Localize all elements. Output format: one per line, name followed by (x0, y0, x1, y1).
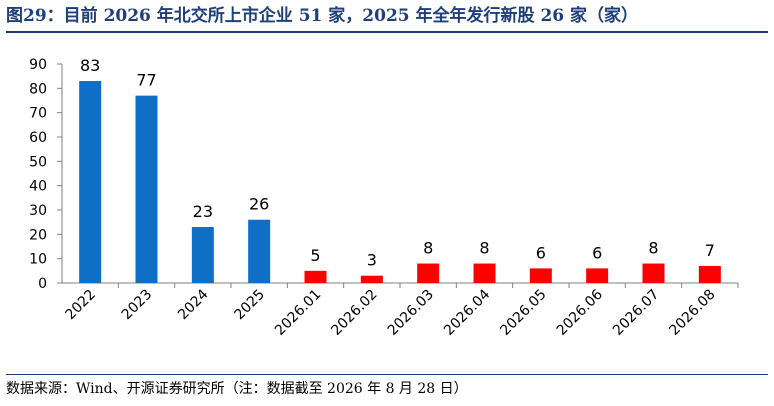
bar-2026.08 (698, 265, 721, 283)
title-divider (6, 31, 768, 33)
data-label-2026.08: 7 (705, 241, 715, 260)
data-label-2026.06: 6 (592, 243, 602, 262)
x-tick-label: 2026.05 (497, 287, 549, 339)
y-tick-label: 80 (29, 81, 47, 97)
data-label-2026.05: 6 (536, 243, 546, 262)
bar-2026.04 (473, 263, 496, 283)
x-tick-label: 2023 (119, 287, 156, 324)
x-tick-label: 2026.07 (610, 287, 662, 339)
x-tick-label: 2022 (62, 287, 99, 324)
x-tick-label: 2026.02 (328, 287, 380, 339)
y-tick-label: 70 (29, 106, 47, 122)
data-label-2022: 83 (80, 56, 100, 75)
y-tick-label: 50 (29, 154, 47, 170)
bar-2023 (135, 95, 158, 283)
bar-2026.02 (360, 275, 383, 283)
data-label-2026.01: 5 (310, 246, 320, 265)
bar-2026.01 (304, 270, 327, 283)
data-label-2023: 77 (136, 71, 156, 90)
y-tick-label: 0 (38, 276, 47, 292)
data-label-2026.02: 3 (367, 251, 377, 270)
data-label-2026.04: 8 (479, 239, 489, 258)
x-tick-label: 2026.03 (385, 287, 437, 339)
bar-2026.03 (417, 263, 440, 283)
data-label-2025: 26 (249, 195, 269, 214)
bars (79, 81, 721, 284)
y-tick-label: 30 (29, 203, 47, 219)
y-tick-label: 20 (29, 227, 47, 243)
x-axis: 2022 2023 2024 2025 2026.01 2026.02 2026.03 202… (62, 282, 739, 339)
bar-2026.05 (529, 268, 552, 283)
bar-2022 (79, 81, 102, 284)
bar-2024 (191, 227, 214, 283)
bar-2026.07 (642, 263, 665, 283)
data-labels: 83 77 23 26 5 3 8 8 6 6 8 7 (80, 56, 715, 270)
y-tick-label: 40 (29, 179, 47, 195)
x-tick-label: 2024 (175, 286, 212, 323)
x-tick-label: 2026.08 (666, 287, 718, 339)
y-tick-label: 90 (29, 57, 47, 73)
y-tick-label: 10 (29, 252, 47, 268)
source-note: 数据来源：Wind、开源证券研究所（注：数据截至 2026 年 8 月 28 日… (6, 381, 468, 397)
x-tick-label: 2026.04 (441, 286, 493, 338)
bar-2026.06 (586, 268, 609, 283)
bar-chart: 0 10 20 30 40 50 60 70 80 90 2022 2023 2024 2025 2026… (0, 34, 774, 374)
y-tick-label: 60 (29, 130, 47, 146)
bar-2025 (248, 219, 271, 283)
chart-title: 图29：目前 2026 年北交所上市企业 51 家，2025 年全年发行新股 2… (6, 6, 639, 26)
data-label-2026.07: 8 (648, 239, 658, 258)
x-tick-label: 2025 (231, 287, 268, 324)
x-tick-label: 2026.01 (272, 287, 324, 339)
source-divider (6, 374, 768, 375)
x-tick-label: 2026.06 (554, 286, 606, 338)
data-label-2026.03: 8 (423, 239, 433, 258)
y-axis: 0 10 20 30 40 50 60 70 80 90 (29, 57, 63, 292)
data-label-2024: 23 (193, 202, 213, 221)
